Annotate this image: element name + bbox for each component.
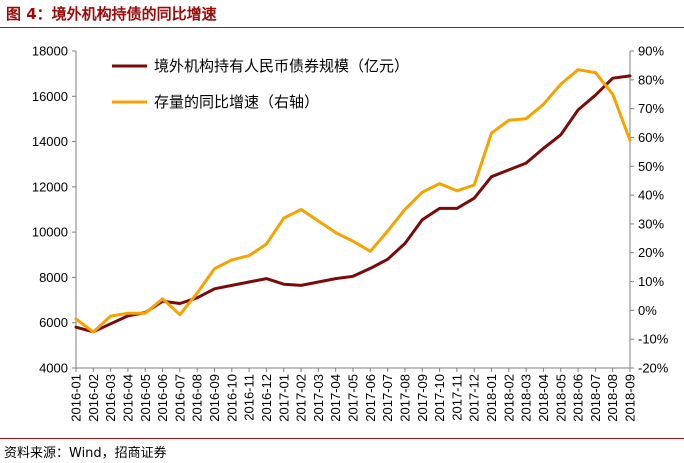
x-tick-label: 2016-05 bbox=[138, 374, 153, 422]
right-tick-label: 80% bbox=[638, 72, 664, 87]
x-tick-label: 2017-12 bbox=[467, 374, 482, 422]
x-tick-label: 2016-03 bbox=[103, 374, 118, 422]
right-tick-label: 70% bbox=[638, 101, 664, 116]
left-tick-label: 4000 bbox=[39, 361, 68, 376]
x-axis-ticks: 2016-01 2016-02 2016-03 2016-04 2016-05 2016-… bbox=[69, 368, 638, 422]
x-tick-label: 2016-07 bbox=[172, 374, 187, 422]
x-tick-label: 2016-09 bbox=[207, 374, 222, 422]
x-tick-label: 2016-02 bbox=[86, 374, 101, 422]
right-tick-label: 0% bbox=[638, 303, 657, 318]
x-tick-label: 2016-08 bbox=[190, 374, 205, 422]
x-tick-label: 2016-12 bbox=[259, 374, 274, 422]
x-tick-label: 2017-07 bbox=[380, 374, 395, 422]
right-tick-label: 30% bbox=[638, 216, 664, 231]
right-axis-ticks: -20% -10% 0% 10% 20% 30% 40% 50% 60% 70% 80% 90% bbox=[630, 44, 669, 376]
right-tick-label: -20% bbox=[638, 361, 669, 376]
left-tick-label: 6000 bbox=[39, 315, 68, 330]
x-tick-label: 2018-01 bbox=[484, 374, 499, 422]
x-tick-label: 2018-06 bbox=[571, 374, 586, 422]
x-tick-label: 2017-06 bbox=[363, 374, 378, 422]
x-tick-label: 2017-04 bbox=[328, 374, 343, 422]
left-tick-label: 18000 bbox=[32, 44, 68, 59]
left-tick-label: 14000 bbox=[32, 134, 68, 149]
x-tick-label: 2017-01 bbox=[276, 374, 291, 422]
x-tick-label: 2018-09 bbox=[623, 374, 638, 422]
right-tick-label: 10% bbox=[638, 274, 664, 289]
legend: 境外机构持有人民币债券规模（亿元） 存量的同比增速（右轴） bbox=[112, 57, 409, 111]
x-tick-label: 2016-04 bbox=[120, 374, 135, 422]
x-tick-label: 2017-08 bbox=[397, 374, 412, 422]
x-tick-label: 2017-05 bbox=[346, 374, 361, 422]
x-tick-label: 2016-06 bbox=[155, 374, 170, 422]
source-note: 资料来源：Wind，招商证券 bbox=[4, 446, 167, 461]
x-tick-label: 2017-09 bbox=[415, 374, 430, 422]
series-line-scale bbox=[74, 74, 632, 334]
left-tick-label: 16000 bbox=[32, 89, 68, 104]
series-lines bbox=[74, 68, 632, 334]
x-tick-label: 2017-10 bbox=[432, 374, 447, 422]
x-tick-label: 2018-04 bbox=[536, 374, 551, 422]
chart-title: 图 4：境外机构持债的同比增速 bbox=[6, 5, 217, 23]
right-tick-label: 50% bbox=[638, 159, 664, 174]
x-tick-label: 2018-05 bbox=[553, 374, 568, 422]
x-tick-label: 2017-02 bbox=[294, 374, 309, 422]
x-tick-label: 2017-11 bbox=[449, 374, 464, 421]
x-tick-label: 2017-03 bbox=[311, 374, 326, 422]
right-tick-label: -10% bbox=[638, 332, 669, 347]
left-tick-label: 8000 bbox=[39, 270, 68, 285]
x-tick-label: 2016-10 bbox=[224, 374, 239, 422]
legend-label-growth: 存量的同比增速（右轴） bbox=[154, 93, 319, 111]
title-divider bbox=[0, 27, 684, 28]
x-tick-label: 2018-07 bbox=[588, 374, 603, 422]
right-tick-label: 40% bbox=[638, 188, 664, 203]
footer-divider bbox=[0, 438, 684, 439]
legend-label-scale: 境外机构持有人民币债券规模（亿元） bbox=[154, 57, 409, 75]
right-tick-label: 20% bbox=[638, 245, 664, 260]
x-tick-label: 2016-01 bbox=[69, 374, 84, 422]
series-line-growth bbox=[74, 68, 632, 334]
right-tick-label: 90% bbox=[638, 44, 664, 59]
x-tick-label: 2018-08 bbox=[605, 374, 620, 422]
x-tick-label: 2018-02 bbox=[501, 374, 516, 422]
left-tick-label: 12000 bbox=[32, 179, 68, 194]
x-tick-label: 2018-03 bbox=[519, 374, 534, 422]
right-tick-label: 60% bbox=[638, 130, 664, 145]
x-tick-label: 2016-11 bbox=[242, 374, 257, 421]
left-tick-label: 10000 bbox=[32, 225, 68, 240]
left-axis-ticks: 4000 6000 8000 10000 12000 14000 16000 18000 bbox=[32, 44, 76, 376]
